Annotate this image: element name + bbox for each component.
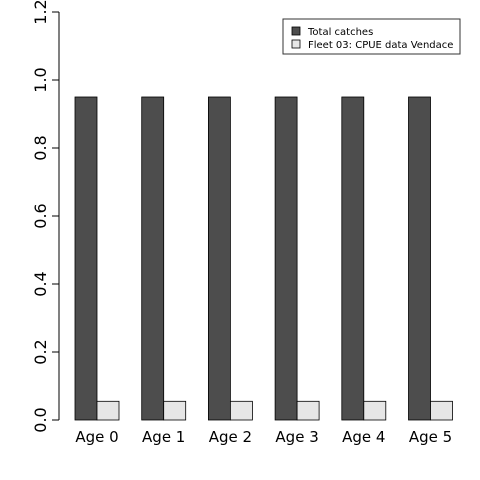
y-tick-label: 0.8 (31, 135, 50, 160)
y-tick-label: 0.4 (31, 271, 50, 296)
bar-total-catches-4 (341, 96, 365, 421)
y-tick-label: 1.2 (31, 0, 50, 25)
bar-total-catches-2 (207, 96, 231, 421)
y-tick-label: 0.6 (31, 203, 50, 228)
legend-box (282, 18, 461, 55)
bar-total-catches-0 (74, 96, 98, 421)
x-category-label: Age 3 (275, 428, 318, 446)
y-tick-label: 1.0 (31, 67, 50, 92)
x-category-label: Age 4 (342, 428, 385, 446)
legend-swatch-fleet-03 (291, 39, 301, 49)
x-category-label: Age 0 (75, 428, 118, 446)
legend-label-total-catches: Total catches (307, 27, 373, 38)
bar-total-catches-1 (141, 96, 165, 421)
bar-fleet-03-1 (163, 400, 187, 421)
bar-total-catches-3 (274, 96, 298, 421)
legend-label-fleet-03: Fleet 03: CPUE data Vendace (308, 40, 453, 51)
bars (74, 96, 453, 421)
x-category-label: Age 2 (209, 428, 252, 446)
x-category-label: Age 5 (409, 428, 452, 446)
bar-fleet-03-5 (430, 400, 453, 421)
y-axis: 0.0 0.2 0.4 0.6 0.8 1.0 1.2 (31, 0, 60, 433)
bar-fleet-03-3 (296, 400, 320, 421)
x-category-label: Age 1 (142, 428, 185, 446)
y-tick-label: 0.0 (31, 407, 50, 432)
y-tick-label: 0.2 (31, 339, 50, 364)
bar-total-catches-5 (408, 96, 431, 421)
bar-fleet-03-4 (363, 400, 387, 421)
legend-swatch-total-catches (291, 26, 301, 36)
x-axis-labels: Age 0 Age 1 Age 2 Age 3 Age 4 Age 5 (75, 428, 452, 446)
bar-fleet-03-2 (229, 400, 253, 421)
legend: Total catches Fleet 03: CPUE data Vendac… (282, 18, 461, 55)
bar-fleet-03-0 (96, 400, 120, 421)
